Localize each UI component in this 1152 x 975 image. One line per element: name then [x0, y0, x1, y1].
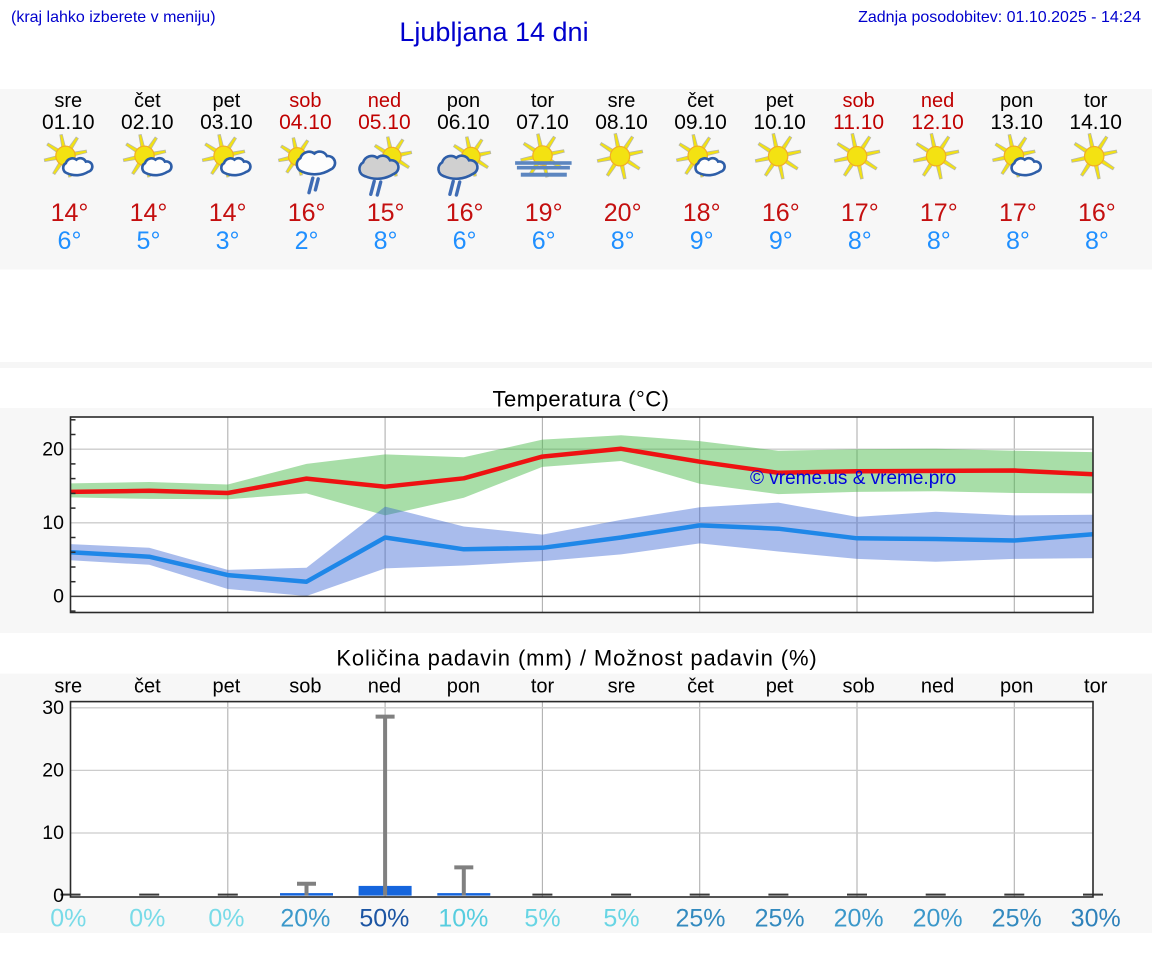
- svg-text:16°: 16°: [762, 199, 800, 227]
- svg-text:08.10: 08.10: [595, 111, 648, 134]
- svg-text:0%: 0%: [208, 905, 244, 933]
- svg-text:17°: 17°: [841, 199, 879, 227]
- svg-text:0: 0: [53, 586, 64, 608]
- svg-text:tor: tor: [1084, 676, 1108, 698]
- svg-text:Ljubljana 14 dni: Ljubljana 14 dni: [399, 17, 588, 47]
- svg-text:07.10: 07.10: [516, 111, 569, 134]
- svg-text:25%: 25%: [992, 905, 1042, 933]
- svg-text:pon: pon: [447, 676, 480, 698]
- svg-text:9°: 9°: [769, 227, 793, 255]
- svg-text:sre: sre: [54, 676, 82, 698]
- svg-text:ned: ned: [921, 676, 954, 698]
- svg-text:16°: 16°: [1078, 199, 1116, 227]
- svg-text:5%: 5%: [603, 905, 639, 933]
- svg-text:sob: sob: [842, 676, 874, 698]
- svg-text:11.10: 11.10: [833, 111, 884, 134]
- svg-text:8°: 8°: [374, 227, 398, 255]
- svg-text:sob: sob: [289, 676, 321, 698]
- svg-text:tor: tor: [1084, 90, 1108, 112]
- svg-text:0%: 0%: [50, 905, 86, 933]
- svg-text:04.10: 04.10: [279, 111, 332, 134]
- svg-text:12.10: 12.10: [911, 111, 964, 134]
- svg-text:Temperatura (°C): Temperatura (°C): [493, 387, 670, 412]
- svg-text:pet: pet: [766, 676, 794, 698]
- svg-text:tor: tor: [531, 676, 555, 698]
- svg-text:8°: 8°: [848, 227, 872, 255]
- svg-text:(kraj lahko izberete v meniju): (kraj lahko izberete v meniju): [11, 9, 216, 26]
- svg-text:0: 0: [53, 885, 64, 907]
- svg-text:05.10: 05.10: [358, 111, 411, 134]
- svg-text:03.10: 03.10: [200, 111, 253, 134]
- svg-text:Količina padavin (mm) / Možnos: Količina padavin (mm) / Možnost padavin …: [336, 646, 817, 671]
- svg-text:5%: 5%: [524, 905, 560, 933]
- svg-text:3°: 3°: [216, 227, 240, 255]
- svg-text:20°: 20°: [604, 199, 642, 227]
- svg-text:19°: 19°: [525, 199, 563, 227]
- svg-text:14°: 14°: [130, 199, 168, 227]
- svg-text:pon: pon: [447, 90, 480, 112]
- svg-text:09.10: 09.10: [674, 111, 727, 134]
- svg-text:10: 10: [42, 512, 64, 534]
- svg-text:sre: sre: [608, 676, 636, 698]
- svg-text:8°: 8°: [1006, 227, 1030, 255]
- svg-text:6°: 6°: [532, 227, 556, 255]
- svg-text:14°: 14°: [209, 199, 247, 227]
- svg-text:20%: 20%: [913, 905, 963, 933]
- svg-text:18°: 18°: [683, 199, 721, 227]
- svg-text:02.10: 02.10: [121, 111, 174, 134]
- svg-text:ned: ned: [921, 90, 954, 112]
- svg-text:čet: čet: [687, 676, 714, 698]
- svg-text:20%: 20%: [834, 905, 884, 933]
- svg-text:5°: 5°: [137, 227, 161, 255]
- svg-text:06.10: 06.10: [437, 111, 490, 134]
- svg-text:pet: pet: [212, 676, 240, 698]
- svg-text:sre: sre: [54, 90, 82, 112]
- svg-text:pet: pet: [212, 90, 240, 112]
- svg-text:© vreme.us & vreme.pro: © vreme.us & vreme.pro: [750, 468, 956, 489]
- svg-text:25%: 25%: [675, 905, 725, 933]
- svg-text:14°: 14°: [51, 199, 89, 227]
- svg-text:8°: 8°: [927, 227, 951, 255]
- svg-text:2°: 2°: [295, 227, 319, 255]
- svg-text:13.10: 13.10: [990, 111, 1043, 134]
- svg-text:14.10: 14.10: [1069, 111, 1122, 134]
- svg-text:25%: 25%: [755, 905, 805, 933]
- svg-text:sre: sre: [608, 90, 636, 112]
- svg-text:30%: 30%: [1071, 905, 1121, 933]
- svg-text:01.10: 01.10: [42, 111, 95, 134]
- svg-text:pon: pon: [1000, 90, 1033, 112]
- svg-text:16°: 16°: [288, 199, 326, 227]
- svg-text:15°: 15°: [367, 199, 405, 227]
- svg-text:8°: 8°: [611, 227, 635, 255]
- svg-text:Zadnja posodobitev: 01.10.2025: Zadnja posodobitev: 01.10.2025 - 14:24: [858, 9, 1141, 26]
- svg-text:0%: 0%: [129, 905, 165, 933]
- svg-text:20%: 20%: [280, 905, 330, 933]
- svg-text:8°: 8°: [1085, 227, 1109, 255]
- svg-text:10.10: 10.10: [753, 111, 806, 134]
- svg-text:čet: čet: [687, 90, 714, 112]
- svg-text:ned: ned: [368, 90, 401, 112]
- svg-text:sob: sob: [289, 90, 321, 112]
- svg-text:10%: 10%: [438, 905, 488, 933]
- svg-text:16°: 16°: [446, 199, 484, 227]
- svg-text:čet: čet: [134, 90, 161, 112]
- svg-text:9°: 9°: [690, 227, 714, 255]
- svg-text:tor: tor: [531, 90, 555, 112]
- svg-text:pon: pon: [1000, 676, 1033, 698]
- svg-text:20: 20: [42, 760, 64, 782]
- svg-text:ned: ned: [368, 676, 401, 698]
- svg-text:čet: čet: [134, 676, 161, 698]
- svg-text:17°: 17°: [920, 199, 958, 227]
- svg-text:pet: pet: [766, 90, 794, 112]
- svg-text:10: 10: [42, 822, 64, 844]
- svg-text:6°: 6°: [453, 227, 477, 255]
- svg-text:20: 20: [42, 438, 64, 460]
- svg-text:sob: sob: [842, 90, 874, 112]
- svg-text:30: 30: [42, 697, 64, 719]
- svg-text:50%: 50%: [359, 905, 409, 933]
- svg-text:17°: 17°: [999, 199, 1037, 227]
- svg-text:6°: 6°: [58, 227, 82, 255]
